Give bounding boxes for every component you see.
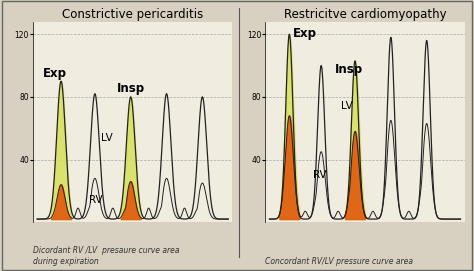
Text: RV: RV [89,195,102,205]
Text: Insp: Insp [335,63,363,76]
Text: Concordant RV/LV pressure curve area: Concordant RV/LV pressure curve area [265,257,413,266]
Text: LV: LV [101,133,113,143]
Text: Dicordant RV /LV  presaure curve area
during expiration: Dicordant RV /LV presaure curve area dur… [33,246,180,266]
Text: Exp: Exp [293,27,317,40]
Text: Insp: Insp [117,82,145,95]
Text: LV: LV [341,101,353,111]
Text: RV: RV [313,170,327,180]
Title: Restricitve cardiomyopathy: Restricitve cardiomyopathy [283,8,447,21]
Text: Exp: Exp [43,66,67,79]
Title: Constrictive pericarditis: Constrictive pericarditis [62,8,203,21]
